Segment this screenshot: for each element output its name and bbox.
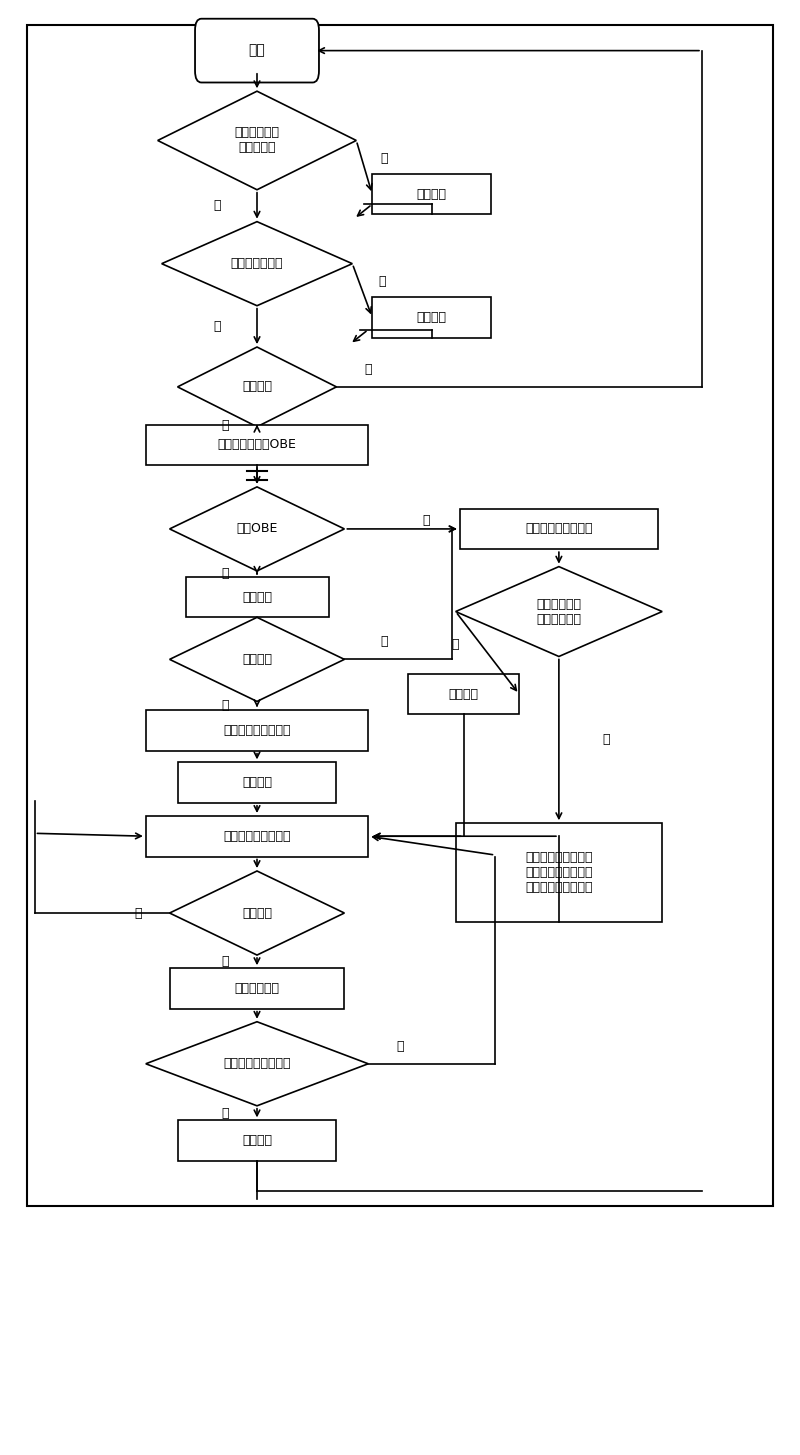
Polygon shape: [170, 617, 344, 701]
Bar: [178, 762, 337, 803]
Text: 生成记录: 生成记录: [242, 776, 272, 789]
Text: 向对方发送交易状态: 向对方发送交易状态: [223, 725, 290, 736]
Bar: [146, 816, 368, 857]
Text: 否: 否: [134, 906, 142, 920]
Text: 是: 是: [222, 567, 229, 581]
Text: 是: 是: [396, 1040, 404, 1053]
Polygon shape: [456, 566, 662, 656]
Text: 交易成功: 交易成功: [242, 653, 272, 666]
Bar: [459, 509, 658, 549]
Polygon shape: [146, 1021, 368, 1106]
Text: 抢控制权: 抢控制权: [417, 311, 446, 324]
Text: 否: 否: [214, 320, 221, 333]
Bar: [456, 824, 662, 921]
Polygon shape: [162, 221, 352, 306]
Text: 打开天线，检测OBE: 打开天线，检测OBE: [218, 438, 297, 451]
Text: 是: 是: [378, 275, 386, 288]
Bar: [372, 173, 491, 214]
Polygon shape: [170, 487, 344, 570]
Text: 仍有已完成交易车辆: 仍有已完成交易车辆: [223, 1058, 290, 1071]
Polygon shape: [170, 872, 344, 954]
Text: 开始: 开始: [249, 44, 266, 58]
Text: 否: 否: [214, 199, 221, 212]
Text: 对方有降杆动作: 对方有降杆动作: [230, 258, 283, 271]
FancyBboxPatch shape: [195, 19, 319, 83]
Text: 向对方发送交易状态: 向对方发送交易状态: [525, 522, 593, 535]
Bar: [372, 297, 491, 338]
Bar: [170, 968, 344, 1008]
Text: 是: 是: [222, 419, 229, 432]
Bar: [408, 674, 519, 714]
Text: 否: 否: [380, 636, 388, 649]
Bar: [146, 710, 368, 751]
Text: 尝试交易: 尝试交易: [242, 591, 272, 604]
Text: 是: 是: [452, 637, 459, 650]
Text: 否: 否: [422, 514, 430, 527]
Bar: [186, 576, 329, 617]
Text: 是: 是: [222, 954, 229, 968]
Text: 车辆到达: 车辆到达: [242, 380, 272, 393]
Text: 是: 是: [380, 153, 388, 164]
Bar: [26, 25, 774, 1206]
Polygon shape: [178, 348, 337, 426]
Text: 抢控制权，抬杆放行: 抢控制权，抬杆放行: [223, 829, 290, 842]
Text: 是: 是: [222, 700, 229, 713]
Text: 否: 否: [222, 1107, 229, 1119]
Bar: [178, 1120, 337, 1161]
Text: 对方关机且本
方无控制权: 对方关机且本 方无控制权: [234, 127, 279, 154]
Bar: [146, 425, 368, 466]
Text: 车辆离开: 车辆离开: [242, 906, 272, 920]
Text: 栏杆降下: 栏杆降下: [242, 1133, 272, 1147]
Text: 否: 否: [603, 733, 610, 746]
Text: 显示交易失败原因并
根据失败原因提示自
助刷卡或转人工车道: 显示交易失败原因并 根据失败原因提示自 助刷卡或转人工车道: [525, 851, 593, 893]
Text: 抢控制权: 抢控制权: [449, 688, 478, 701]
Text: 否: 否: [365, 362, 372, 375]
Polygon shape: [158, 92, 356, 189]
Text: 本方无控制权
且对方未抬杆: 本方无控制权 且对方未抬杆: [536, 598, 582, 626]
Text: 抢控制权: 抢控制权: [417, 188, 446, 201]
Text: 发现OBE: 发现OBE: [236, 522, 278, 535]
Text: 抓拍车尾图像: 抓拍车尾图像: [234, 982, 279, 995]
